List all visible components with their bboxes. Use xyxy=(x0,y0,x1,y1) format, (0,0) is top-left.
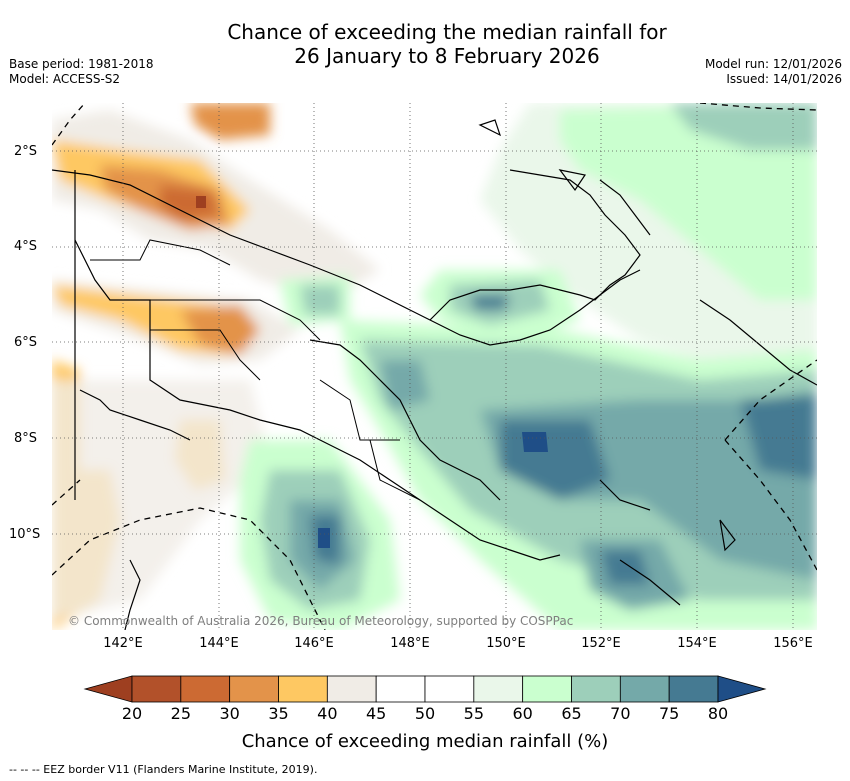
colorbar-tick-label: 75 xyxy=(658,704,680,723)
colorbar xyxy=(83,675,767,703)
colorbar-cell xyxy=(180,675,231,703)
provincial-borders xyxy=(90,239,421,501)
title-line-2: 26 January to 8 February 2026 xyxy=(294,44,600,68)
colorbar-under-arrow xyxy=(83,675,133,703)
lon-label: 150°E xyxy=(486,636,526,651)
lat-label: 6°S xyxy=(14,335,38,350)
colorbar-tick-label: 30 xyxy=(219,704,240,723)
colorbar-cell xyxy=(424,675,475,703)
model-run: Model run: 12/01/2026 xyxy=(704,57,842,71)
lat-label: 4°S xyxy=(14,239,38,254)
base-period: Base period: 1981-2018 xyxy=(9,57,154,71)
colorbar-label: Chance of exceeding median rainfall (%) xyxy=(241,731,609,752)
colorbar-tick-label: 65 xyxy=(561,704,582,723)
lon-label: 148°E xyxy=(390,636,430,651)
max-probability-cell xyxy=(522,432,548,452)
max-probability-cell xyxy=(318,528,330,548)
colorbar-tick-label: 60 xyxy=(512,704,533,723)
model-name: Model: ACCESS-S2 xyxy=(9,72,121,86)
meta-left: Base period: 1981-2018 Model: ACCESS-S2 xyxy=(9,57,154,87)
colorbar-cell xyxy=(668,675,719,703)
lon-label: 156°E xyxy=(773,636,813,651)
colorbar-tick-label: 35 xyxy=(268,704,289,723)
colorbar-tick-label: 45 xyxy=(365,704,387,723)
colorbar-cell xyxy=(278,675,328,703)
colorbar-tick-label: 20 xyxy=(121,704,143,723)
coastlines xyxy=(52,119,817,630)
colorbar-over-arrow xyxy=(717,675,767,703)
lat-label: 10°S xyxy=(9,527,41,542)
colorbar-cell xyxy=(326,675,377,703)
chart-title: Chance of exceeding the median rainfall … xyxy=(0,20,850,68)
colorbar-cell xyxy=(375,675,426,703)
colorbar-cell xyxy=(473,675,524,703)
probability-shading xyxy=(52,103,817,630)
issued-date: Issued: 14/01/2026 xyxy=(726,72,842,86)
lon-label: 142°E xyxy=(103,636,143,651)
min-probability-cell xyxy=(196,196,206,208)
title-line-1: Chance of exceeding the median rainfall … xyxy=(227,20,667,44)
lon-label: 152°E xyxy=(581,636,621,651)
colorbar-tick-label: 55 xyxy=(463,704,485,723)
colorbar-cell xyxy=(571,675,621,703)
colorbar-tick-label: 50 xyxy=(414,704,436,723)
colorbar-cell xyxy=(619,675,670,703)
eez-footnote: -- -- -- EEZ border V11 (Flanders Marine… xyxy=(9,763,318,776)
colorbar-cell xyxy=(229,675,279,703)
eez-borders xyxy=(52,103,817,630)
copyright-notice: © Commonwealth of Australia 2026, Bureau… xyxy=(68,614,574,628)
lon-label: 154°E xyxy=(677,636,717,651)
probability-map xyxy=(52,103,817,630)
colorbar-cells xyxy=(131,675,719,703)
lat-label: 8°S xyxy=(14,431,38,446)
colorbar-tick-label: 25 xyxy=(170,704,192,723)
lon-label: 144°E xyxy=(199,636,239,651)
colorbar-tick-label: 80 xyxy=(707,704,729,723)
meta-right: Model run: 12/01/2026 Issued: 14/01/2026 xyxy=(705,57,842,87)
colorbar-cell xyxy=(131,675,182,703)
colorbar-tick-label: 40 xyxy=(317,704,338,723)
map-area xyxy=(52,103,817,630)
lat-label: 2°S xyxy=(14,144,38,159)
lon-label: 146°E xyxy=(294,636,334,651)
colorbar-tick-label: 70 xyxy=(610,704,631,723)
colorbar-cell xyxy=(522,675,572,703)
